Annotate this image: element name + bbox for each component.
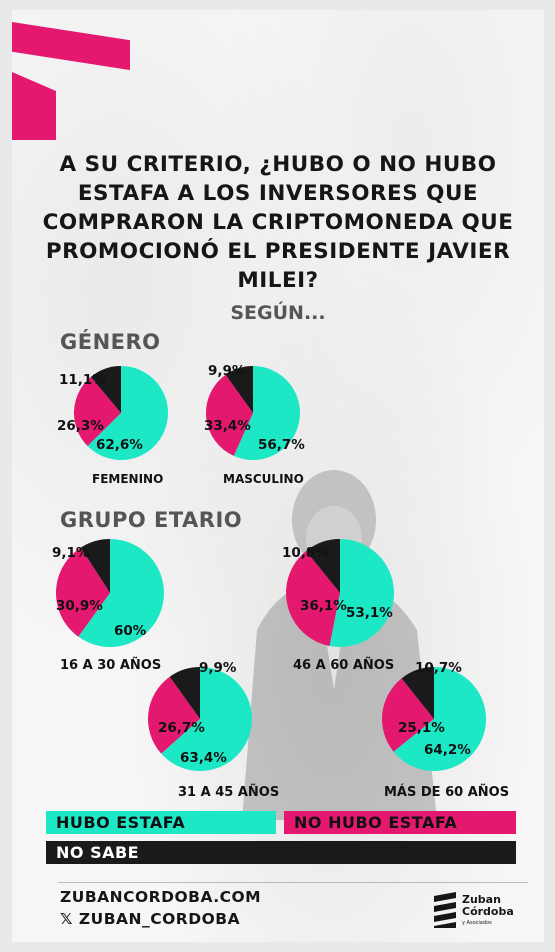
pct-nosabe-mas-60: 10,7% <box>415 660 462 676</box>
legend-no-sabe-label: NO SABE <box>56 843 140 862</box>
pct-hubo-mas-60: 64,2% <box>424 742 471 758</box>
pct-nohubo-31-45: 26,7% <box>158 720 205 736</box>
pct-nohubo-46-60: 36,1% <box>300 598 347 614</box>
background-texture <box>12 10 544 942</box>
pct-nosabe-16-30: 9,1% <box>52 545 90 561</box>
slice-hubo-2 <box>78 539 164 647</box>
legend-hubo-estafa: HUBO ESTAFA <box>46 811 276 834</box>
pct-nohubo-16-30: 30,9% <box>56 598 103 614</box>
pct-hubo-16-30: 60% <box>114 623 147 639</box>
label-femenino: FEMENINO <box>92 472 164 486</box>
slice-nohubo-2 <box>56 547 110 637</box>
label-46-60: 46 A 60 AÑOS <box>293 658 395 673</box>
label-31-45: 31 A 45 AÑOS <box>178 785 280 800</box>
legend-hubo-label: HUBO ESTAFA <box>56 813 186 832</box>
pct-nohubo-masculino: 33,4% <box>204 418 251 434</box>
pie-mas-60 <box>382 667 486 771</box>
logo-name: Zuban Córdoba <box>462 893 514 918</box>
slice-hubo-4 <box>161 667 252 771</box>
label-16-30: 16 A 30 AÑOS <box>60 658 162 673</box>
question-subtitle: SEGÚN... <box>230 302 326 324</box>
question-title: A SU CRITERIO, ¿HUBO O NO HUBO ESTAFA A … <box>42 152 514 293</box>
slice-nosabe-1 <box>225 366 253 413</box>
pct-nosabe-31-45: 9,9% <box>199 660 237 676</box>
pct-nohubo-mas-60: 25,1% <box>398 720 445 736</box>
legend-no-hubo-estafa: NO HUBO ESTAFA <box>284 811 516 834</box>
section-title-age: GRUPO ETARIO <box>60 508 243 532</box>
footer-divider <box>58 882 528 883</box>
logo-stripes-icon <box>434 892 456 928</box>
label-masculino: MASCULINO <box>223 472 304 486</box>
pie-masculino <box>206 366 300 460</box>
slice-nohubo-1 <box>206 374 253 456</box>
pct-nohubo-femenino: 26,3% <box>57 418 104 434</box>
slice-hubo-0 <box>87 366 168 460</box>
section-title-gender: GÉNERO <box>60 330 161 354</box>
label-mas-60: MÁS DE 60 AÑOS <box>384 785 510 800</box>
pct-hubo-31-45: 63,4% <box>180 750 227 766</box>
pie-16-30 <box>56 539 164 647</box>
pct-nosabe-46-60: 10,8% <box>282 545 329 561</box>
slice-hubo-5 <box>393 667 486 771</box>
logo-subtitle: y Asociados <box>462 920 492 926</box>
slice-nosabe-0 <box>90 366 121 413</box>
legend-no-hubo-label: NO HUBO ESTAFA <box>294 813 458 832</box>
slice-nosabe-2 <box>80 539 110 593</box>
pie-femenino <box>74 366 168 460</box>
pie-46-60 <box>286 539 394 647</box>
slice-nohubo-5 <box>382 678 434 752</box>
poll-card: A SU CRITERIO, ¿HUBO O NO HUBO ESTAFA A … <box>12 10 544 942</box>
slice-nohubo-3 <box>286 550 340 646</box>
footer-x-handle: 𝕏 ZUBAN_CORDOBA <box>60 910 241 928</box>
slice-nohubo-0 <box>74 376 121 447</box>
zuban-cordoba-logo: Zuban Córdoba y Asociados <box>432 892 542 936</box>
pct-hubo-masculino: 56,7% <box>258 437 305 453</box>
pct-nosabe-masculino: 9,9% <box>208 363 246 379</box>
slice-nosabe-5 <box>401 667 434 719</box>
pie-31-45 <box>148 667 252 771</box>
slice-hubo-1 <box>233 366 300 460</box>
slice-nosabe-3 <box>306 539 340 593</box>
footer-website: ZUBANCORDOBA.COM <box>60 888 262 906</box>
pct-hubo-femenino: 62,6% <box>96 437 143 453</box>
slice-nohubo-4 <box>148 676 200 754</box>
slice-hubo-3 <box>329 539 394 647</box>
legend-no-sabe: NO SABE <box>46 841 516 864</box>
pct-nosabe-femenino: 11,1% <box>59 372 106 388</box>
pct-hubo-46-60: 53,1% <box>346 605 393 621</box>
slice-nosabe-4 <box>169 667 200 719</box>
